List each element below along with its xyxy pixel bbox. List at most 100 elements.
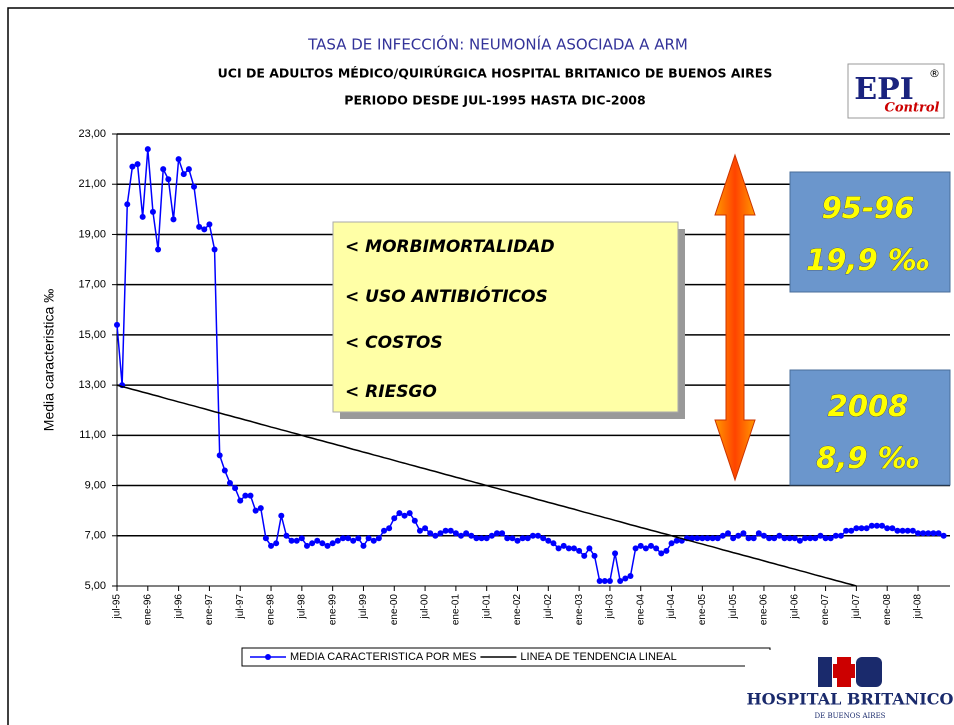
data-point [504, 535, 511, 542]
data-point [581, 552, 588, 559]
data-point [812, 535, 819, 542]
data-point [873, 522, 880, 529]
data-point [468, 532, 475, 539]
data-point [591, 552, 598, 559]
data-point [791, 535, 798, 542]
data-point [822, 535, 829, 542]
data-point [216, 452, 223, 459]
data-point [899, 527, 906, 534]
data-point [612, 550, 619, 557]
data-point [401, 512, 408, 519]
data-point [519, 535, 526, 542]
data-point [586, 545, 593, 552]
reason: < RIESGO [345, 382, 437, 402]
data-point [324, 542, 331, 549]
data-point [360, 542, 367, 549]
data-point [165, 176, 172, 183]
period-label: 95-96 [822, 191, 915, 225]
data-point [622, 575, 629, 582]
data-point [545, 537, 552, 544]
y-tick-label: 9,00 [85, 479, 106, 491]
data-point [139, 213, 146, 220]
data-point [278, 512, 285, 519]
period-box [789, 171, 951, 293]
data-point [262, 535, 269, 542]
x-tick-label: jul-08 [913, 594, 924, 620]
data-point [771, 535, 778, 542]
x-tick-label: jul-95 [112, 594, 123, 620]
data-point [370, 537, 377, 544]
data-point [766, 535, 773, 542]
logo-text: Control [885, 101, 940, 116]
data-point [601, 577, 608, 584]
data-point [257, 505, 264, 512]
data-point [843, 527, 850, 534]
data-point [565, 545, 572, 552]
data-point [288, 537, 295, 544]
data-point [206, 221, 213, 228]
data-point [863, 525, 870, 532]
x-tick-label: jul-96 [173, 594, 184, 620]
data-point [940, 532, 947, 539]
data-point [191, 183, 198, 190]
data-point [196, 223, 203, 230]
data-point [237, 497, 244, 504]
x-tick-label: ene-96 [142, 594, 153, 626]
data-point [427, 530, 434, 537]
period-label: 2008 [828, 389, 909, 423]
data-point [473, 535, 480, 542]
data-point [760, 532, 767, 539]
data-point [827, 535, 834, 542]
data-point [345, 535, 352, 542]
x-tick-label: ene-03 [574, 594, 585, 626]
data-point [350, 537, 357, 544]
y-tick-label: 23,00 [78, 128, 106, 140]
data-point [114, 321, 120, 328]
data-point [252, 507, 259, 514]
period-rate: 19,9 ‰ [806, 243, 930, 277]
data-point [303, 542, 310, 549]
period-box [789, 369, 951, 486]
data-point [576, 547, 583, 554]
data-point [694, 535, 701, 542]
data-point [781, 535, 788, 542]
data-point [786, 535, 793, 542]
logo-shape [818, 657, 832, 687]
data-point [422, 525, 429, 532]
chart-title: TASA DE INFECCIÓN: NEUMONÍA ASOCIADA A A… [307, 35, 688, 54]
epi-logo: EPI ® Control [847, 63, 945, 119]
y-tick-label: 17,00 [78, 279, 106, 291]
data-point [632, 545, 639, 552]
x-tick-label: ene-97 [204, 594, 215, 626]
data-point [124, 201, 131, 208]
x-tick-label: jul-00 [420, 594, 431, 620]
data-point [160, 166, 167, 173]
double-arrow [714, 153, 756, 482]
legend-marker [265, 654, 271, 660]
period-rate: 8,9 ‰ [816, 441, 920, 475]
data-point [648, 542, 654, 549]
data-point [155, 246, 162, 253]
y-tick-label: 11,00 [79, 429, 106, 441]
logo-text: ® [929, 67, 940, 80]
y-tick-label: 21,00 [78, 178, 106, 190]
series-line [116, 384, 857, 587]
x-tick-label: jul-02 [543, 594, 554, 620]
data-point [386, 525, 393, 532]
data-point [180, 171, 187, 178]
data-point [755, 530, 762, 537]
data-point [463, 530, 470, 537]
data-point [555, 545, 562, 552]
data-point [642, 545, 649, 552]
x-tick-label: jul-98 [296, 594, 307, 620]
data-point [596, 577, 603, 584]
data-point [915, 530, 921, 537]
data-point [175, 156, 182, 163]
data-point [817, 532, 824, 539]
data-point [170, 216, 177, 223]
data-point [730, 535, 737, 542]
reason: < COSTOS [345, 333, 443, 353]
data-point [550, 540, 557, 547]
data-point [858, 525, 865, 532]
data-point [452, 530, 459, 537]
